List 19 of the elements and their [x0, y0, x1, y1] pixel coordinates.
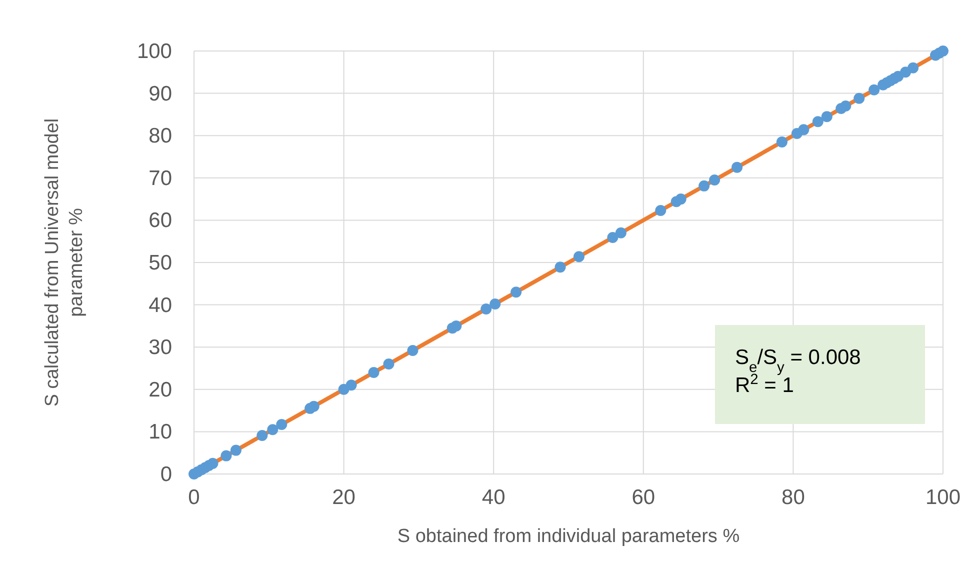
- x-tick-label: 40: [482, 486, 506, 509]
- y-tick-label: 70: [148, 166, 172, 190]
- y-tick-label: 30: [148, 336, 172, 360]
- y-tick-label: 0: [160, 463, 172, 486]
- y-tick-label: 10: [148, 420, 172, 444]
- x-tick-label: 20: [332, 486, 356, 509]
- y-axis-title: S calculated from Universal model parameter %: [42, 118, 87, 407]
- x-tick-label: 0: [188, 486, 200, 509]
- x-tick-label: 80: [782, 486, 805, 509]
- x-tick-label: 100: [925, 486, 961, 509]
- x-tick-label: 60: [632, 486, 656, 509]
- y-tick-label: 40: [148, 294, 172, 317]
- y-tick-label: 20: [148, 378, 172, 402]
- y-tick-label: 60: [148, 209, 172, 232]
- y-tick-label: 100: [136, 40, 172, 63]
- x-axis-title: S obtained from individual parameters %: [397, 526, 740, 547]
- y-tick-label: 90: [148, 82, 172, 106]
- y-tick-label: 50: [148, 252, 172, 274]
- y-tick-label: 80: [148, 124, 172, 148]
